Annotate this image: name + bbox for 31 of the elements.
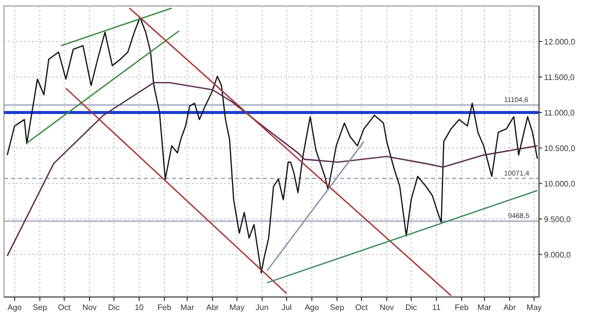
- x-tick-label: May: [526, 303, 542, 312]
- x-tick-label: Mar: [478, 303, 492, 312]
- y-tick-label: 10.500,0: [544, 144, 576, 153]
- y-tick-label: 9.500,0: [544, 214, 572, 224]
- y-tick-label: 10.000,0: [544, 179, 576, 188]
- x-tick-label: Oct: [355, 303, 368, 312]
- x-tick-label: Feb: [158, 303, 172, 312]
- x-tick-label: Abr: [503, 303, 516, 312]
- x-tick-label: Feb: [454, 303, 470, 312]
- x-tick-label: Sep: [330, 303, 345, 312]
- y-tick-label: 12.000,0: [544, 37, 576, 46]
- line-series: [6, 16, 538, 274]
- x-tick-label: Jul: [281, 303, 292, 312]
- x-tick-label: Mar: [180, 303, 194, 312]
- y-tick-label: 9.000,0: [544, 250, 572, 260]
- x-tick-label: May: [229, 303, 244, 312]
- line-series: [6, 82, 538, 256]
- x-tick-label: 10: [134, 303, 144, 312]
- x-tick-label: Nov: [380, 303, 394, 312]
- x-tick-label: Dic: [108, 303, 120, 312]
- x-tick-label: Nov: [82, 303, 97, 312]
- x-tick-label: 11: [432, 303, 442, 312]
- x-tick-label: Ago: [304, 303, 320, 312]
- y-tick-label: 11.000,0: [544, 108, 576, 118]
- x-tick-label: Jun: [256, 303, 269, 312]
- x-tick-label: Dic: [405, 303, 417, 312]
- x-tick-label: Oct: [58, 303, 72, 312]
- y-tick-label: 11.500,0: [544, 72, 576, 82]
- x-tick-label: Ago: [7, 303, 22, 312]
- x-tick-label: Sep: [32, 303, 48, 312]
- x-tick-label: Abr: [206, 303, 220, 312]
